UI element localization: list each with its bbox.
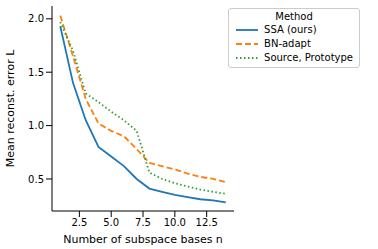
svg-text:7.5: 7.5 <box>135 217 151 228</box>
svg-text:5.0: 5.0 <box>103 217 119 228</box>
html-text:Source, Prototype: Source, Prototype <box>264 52 353 63</box>
svg-text:1.0: 1.0 <box>28 120 44 131</box>
svg-text:1.5: 1.5 <box>28 67 44 78</box>
svg-text:Mean reconst. error L: Mean reconst. error L <box>8 49 17 167</box>
svg-text:2.5: 2.5 <box>71 217 87 228</box>
html-text:BN-adapt: BN-adapt <box>264 38 311 49</box>
svg-text:10.0: 10.0 <box>164 217 186 228</box>
html-text:Method: Method <box>275 11 313 22</box>
html-text:SSA (ours): SSA (ours) <box>264 24 317 35</box>
svg-text:0.5: 0.5 <box>28 174 44 185</box>
svg-text:12.5: 12.5 <box>196 217 218 228</box>
svg-text:Number of subspace bases n: Number of subspace bases n <box>63 233 223 246</box>
svg-text:2.0: 2.0 <box>28 13 44 24</box>
